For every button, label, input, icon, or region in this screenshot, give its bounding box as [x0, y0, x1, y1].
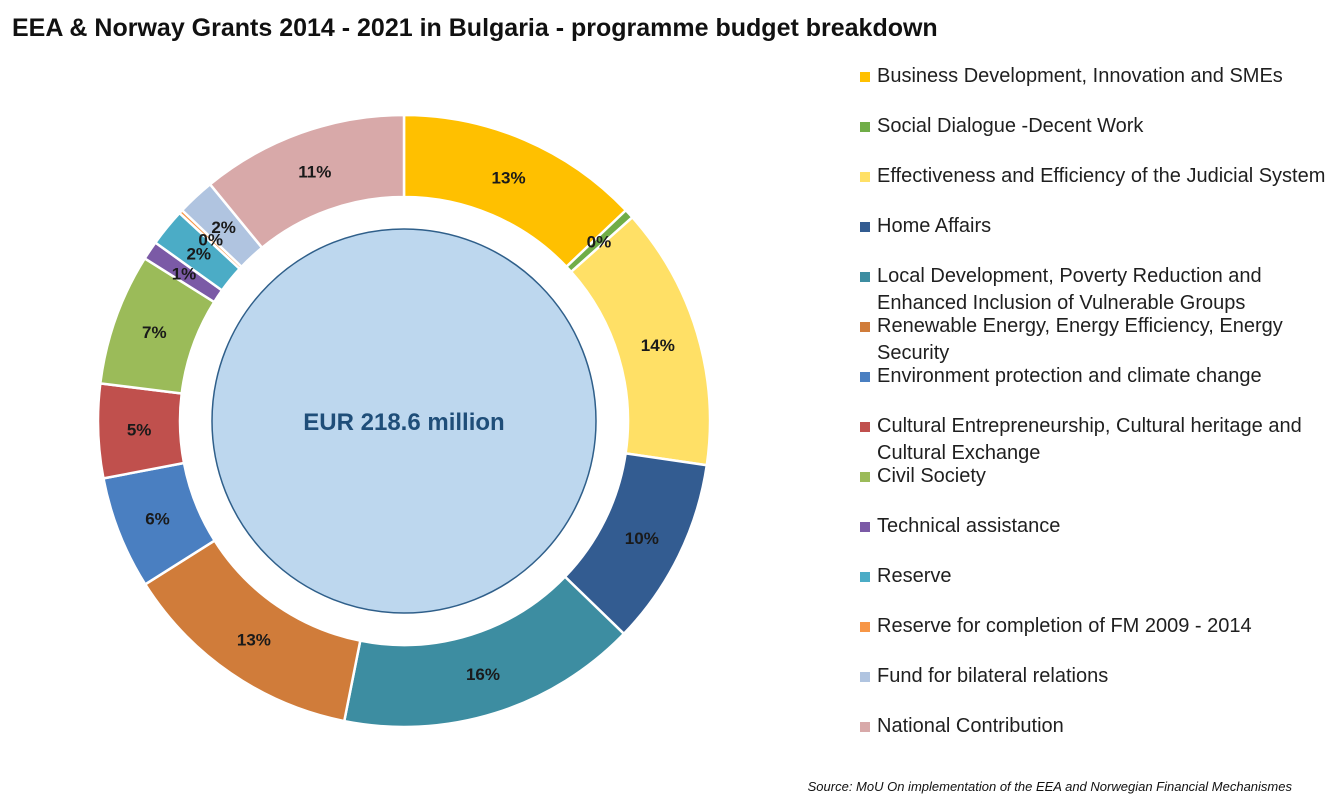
legend-label: Civil Society: [877, 465, 986, 487]
chart-title: EEA & Norway Grants 2014 - 2021 in Bulga…: [12, 14, 938, 42]
legend-swatch: [860, 622, 870, 632]
legend-label: Reserve for completion of FM 2009 - 2014: [877, 615, 1252, 637]
donut-center: [211, 228, 597, 614]
center-label: EUR 218.6 million: [303, 409, 504, 436]
slice-percent-label: 1%: [172, 264, 197, 283]
slice-percent-label: 13%: [492, 168, 526, 187]
legend-swatch: [860, 72, 870, 82]
donut-slices: [96, 113, 712, 729]
slice-percent-label: 13%: [237, 630, 271, 649]
legend-swatch: [860, 672, 870, 682]
legend-label: Social Dialogue -Decent Work: [877, 115, 1144, 137]
legend-swatch: [860, 372, 870, 382]
slice-percent-label: 2%: [186, 244, 211, 263]
legend-label: Local Development, Poverty Reduction and…: [877, 265, 1262, 314]
slice-percent-label: 6%: [145, 509, 170, 528]
legend-swatch: [860, 222, 870, 232]
legend-swatch: [860, 722, 870, 732]
slice-percent-label: 10%: [625, 529, 659, 548]
legend-label: Fund for bilateral relations: [877, 665, 1109, 687]
slice-percent-label: 11%: [298, 162, 331, 181]
legend-label: Environment protection and climate chang…: [877, 365, 1262, 387]
legend-label: National Contribution: [877, 715, 1064, 737]
legend-label: Technical assistance: [877, 515, 1061, 537]
slice-percent-label: 2%: [211, 218, 236, 237]
source-note: Source: MoU On implementation of the EEA…: [807, 779, 1292, 794]
legend-swatch: [860, 472, 870, 482]
legend-swatch: [860, 522, 870, 532]
legend-swatch: [860, 172, 870, 182]
slice-percent-label: 14%: [641, 336, 675, 355]
slice-percent-label: 0%: [198, 231, 223, 250]
legend-label: Reserve: [877, 565, 952, 587]
legend-label: Cultural Entrepreneurship, Cultural heri…: [877, 415, 1302, 464]
legend-swatch: [860, 122, 870, 132]
legend-swatch: [860, 322, 870, 332]
legend-swatch: [860, 422, 870, 432]
legend-label: Renewable Energy, Energy Efficiency, Ene…: [877, 315, 1283, 364]
donut-chart: EUR 218.6 million 13% 0% 14% 10% 16% 13% 6% 5% 7…: [96, 113, 712, 729]
legend-label: Effectiveness and Efficiency of the Judi…: [877, 165, 1326, 187]
slice-percent-label: 5%: [127, 421, 152, 440]
slice-percent-label: 0%: [587, 233, 612, 252]
slice-percent-label: 7%: [142, 323, 167, 342]
slice-percent-label: 16%: [466, 665, 500, 684]
legend-swatch: [860, 572, 870, 582]
legend-label: Business Development, Innovation and SME…: [877, 65, 1283, 87]
legend-swatch: [860, 272, 870, 282]
legend-label: Home Affairs: [877, 215, 992, 237]
donut-slice: [208, 113, 406, 250]
percentage-labels: 13%0%14%10%16%13%6%5%7%1%2%0%2%11%: [127, 162, 675, 684]
